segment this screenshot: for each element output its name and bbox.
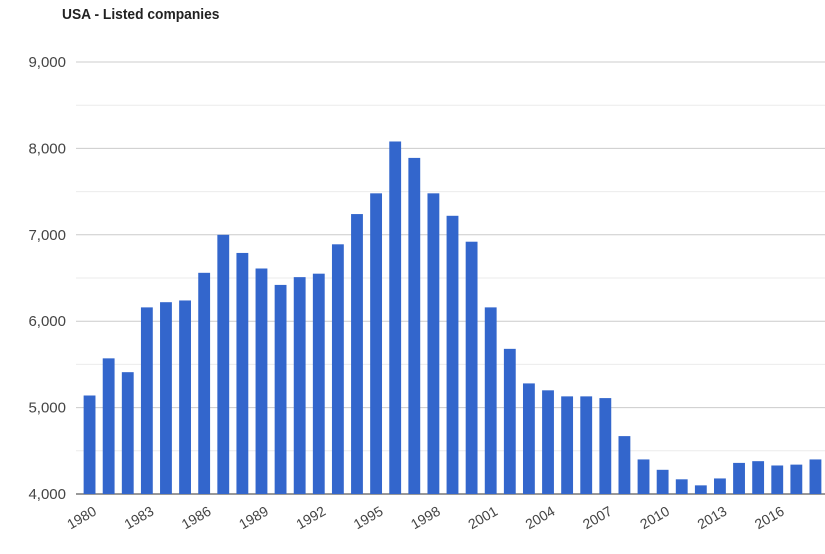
bar-2005[interactable] [561, 396, 574, 494]
bar-2004[interactable] [542, 390, 554, 494]
bar-1994[interactable] [351, 214, 363, 494]
x-tick-label: 1983 [121, 503, 156, 533]
bar-2008[interactable] [618, 436, 631, 494]
y-tick-label: 9,000 [28, 54, 66, 71]
x-tick-label: 1989 [236, 503, 271, 533]
bar-2002[interactable] [503, 348, 516, 494]
x-tick-label: 2007 [580, 503, 615, 533]
bar-1989[interactable] [255, 268, 268, 494]
x-axis-ticks: 1980 1983 1986 1989 1992 1995 1998 2001 2004 2007… [64, 503, 787, 533]
x-tick-label: 1998 [408, 503, 443, 533]
bar-1981[interactable] [102, 358, 115, 494]
bar-1991[interactable] [293, 277, 306, 494]
y-tick-label: 8,000 [28, 140, 66, 157]
x-tick-label: 2010 [637, 503, 672, 533]
bar-2016[interactable] [771, 465, 784, 494]
y-tick-label: 6,000 [28, 313, 66, 330]
bar-1997[interactable] [408, 157, 421, 495]
y-tick-label: 7,000 [28, 227, 66, 244]
y-axis-ticks: 4,000 5,000 6,000 7,000 8,000 9,000 [28, 54, 66, 503]
bar-1980[interactable] [83, 395, 96, 494]
chart-title: USA - Listed companies [62, 6, 220, 23]
bar-2001[interactable] [484, 307, 497, 494]
bar-1982[interactable] [121, 372, 134, 494]
bar-2006[interactable] [580, 396, 593, 494]
bar-1988[interactable] [236, 252, 249, 494]
bar-1990[interactable] [274, 284, 287, 494]
x-tick-label: 2016 [752, 503, 787, 533]
bar-2009[interactable] [637, 459, 650, 494]
x-tick-label: 1986 [179, 503, 214, 533]
y-tick-label: 4,000 [28, 486, 66, 503]
bar-2003[interactable] [522, 383, 535, 494]
x-tick-label: 2013 [694, 503, 729, 533]
bar-2000[interactable] [465, 241, 478, 494]
bar-1984[interactable] [160, 302, 172, 494]
x-tick-label: 2004 [523, 503, 558, 533]
bar-2013[interactable] [714, 478, 726, 494]
bars [83, 141, 822, 495]
bar-1995[interactable] [370, 193, 383, 494]
bar-2007[interactable] [599, 398, 612, 494]
bar-1993[interactable] [331, 244, 344, 494]
bar-1996[interactable] [389, 141, 402, 494]
bar-1985[interactable] [179, 300, 191, 494]
y-tick-label: 5,000 [28, 400, 66, 417]
x-tick-label: 1995 [351, 503, 386, 533]
bar-1992[interactable] [312, 273, 325, 494]
bar-2012[interactable] [694, 485, 707, 494]
bar-1998[interactable] [427, 193, 440, 494]
bar-1987[interactable] [217, 234, 230, 495]
bar-1999[interactable] [446, 215, 459, 495]
bar-2011[interactable] [675, 479, 688, 494]
x-tick-label: 2001 [465, 503, 500, 533]
bar-2017[interactable] [790, 464, 803, 494]
bar-1983[interactable] [140, 307, 153, 494]
bar-2014[interactable] [733, 462, 745, 494]
x-tick-label: 1980 [64, 503, 99, 533]
x-tick-label: 1992 [293, 503, 328, 533]
bar-2010[interactable] [656, 469, 669, 494]
bar-2015[interactable] [752, 461, 765, 494]
bar-2018[interactable] [809, 459, 822, 494]
bar-1986[interactable] [198, 272, 211, 494]
